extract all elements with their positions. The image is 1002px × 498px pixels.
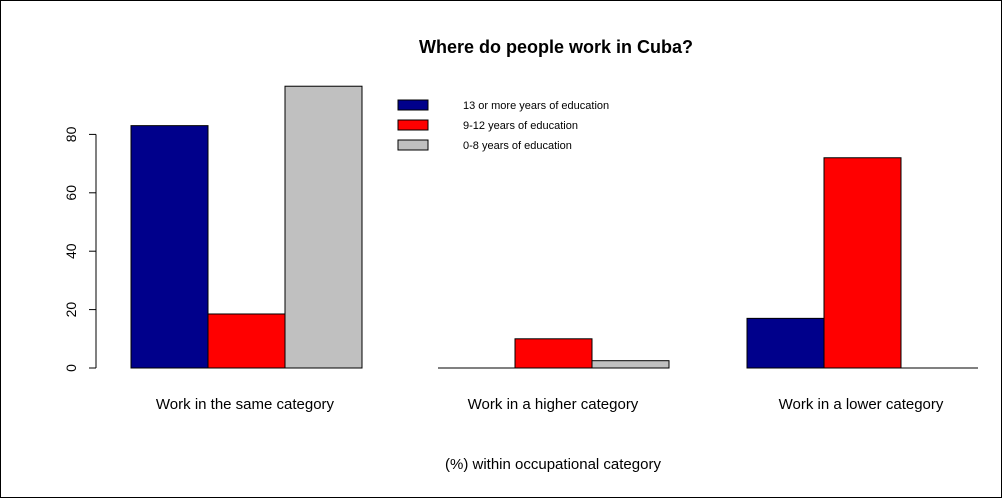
bar: [207, 313, 286, 369]
y-tick-label: 20: [63, 302, 79, 318]
bar: [591, 360, 670, 369]
bar: [130, 125, 209, 369]
legend-swatch: [397, 139, 429, 151]
bar: [284, 85, 363, 369]
category-label: Work in a lower category: [779, 396, 944, 413]
bar: [746, 317, 825, 369]
legend-swatch: [397, 99, 429, 111]
y-tick-label: 40: [63, 243, 79, 259]
y-tick-label: 80: [63, 126, 79, 142]
category-label: Work in a higher category: [468, 396, 639, 413]
legend: 13 or more years of education 9-12 years …: [397, 99, 609, 152]
y-tick-label: 0: [63, 364, 79, 372]
x-axis: Work in the same category Work in a highe…: [131, 367, 978, 413]
bar: [514, 338, 593, 369]
legend-label: 13 or more years of education: [463, 100, 609, 112]
bars: [130, 85, 902, 369]
legend-swatch: [397, 119, 429, 131]
legend-label: 9-12 years of education: [463, 120, 578, 132]
category-label: Work in the same category: [156, 396, 335, 413]
bar: [823, 157, 902, 369]
chart-title: Where do people work in Cuba?: [419, 37, 693, 57]
legend-label: 0-8 years of education: [463, 140, 572, 152]
y-axis: 0 20 40 60 80: [63, 126, 97, 372]
y-tick-label: 60: [63, 185, 79, 201]
x-axis-label: (%) within occupational category: [445, 456, 661, 473]
